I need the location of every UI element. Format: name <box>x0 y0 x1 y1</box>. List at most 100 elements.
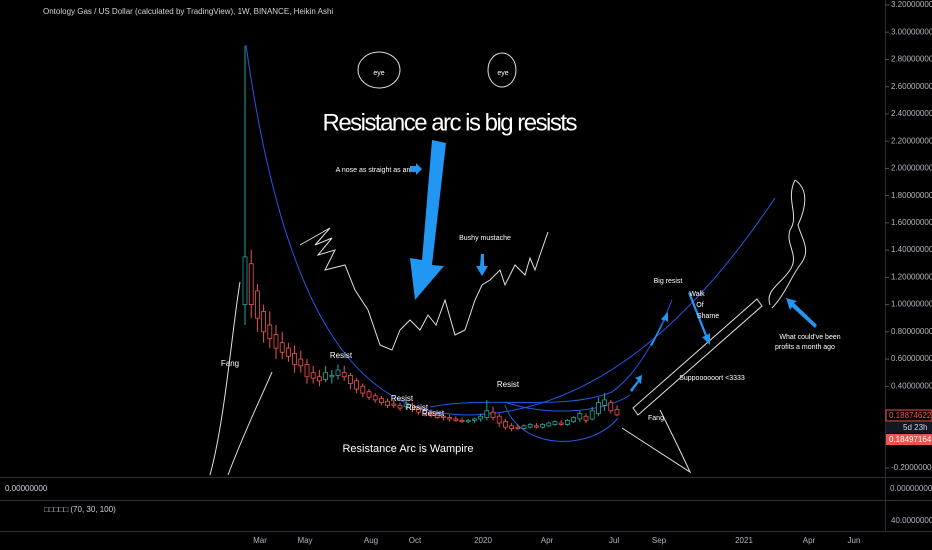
candle-body <box>502 421 508 428</box>
resistance-arc <box>504 404 619 442</box>
x-tick-label: 2021 <box>735 536 753 545</box>
candle-body <box>310 372 316 379</box>
candle-body <box>403 403 409 408</box>
annotation: eye <box>497 70 508 77</box>
annotation: Resist <box>406 403 429 412</box>
annotation: Suppoooooort <3333 <box>679 375 745 382</box>
fang <box>621 409 692 474</box>
annotation: profits a month ago <box>775 344 835 351</box>
arrow <box>630 375 642 392</box>
candle-body <box>292 353 298 365</box>
y-tick-label: 1.60000000 <box>891 218 932 227</box>
candle-body <box>453 418 459 421</box>
candle-body <box>540 424 545 428</box>
arrow <box>650 312 668 346</box>
candle-body <box>409 404 415 410</box>
y-tick-label: 0.60000000 <box>891 354 932 363</box>
arrow <box>410 163 422 175</box>
y-tick-label: 2.20000000 <box>891 136 932 145</box>
y-tick-label: 3.00000000 <box>891 27 932 36</box>
annotation: Fang <box>221 359 239 368</box>
candle-body <box>298 358 304 367</box>
candle-body <box>471 418 477 421</box>
candle-body <box>378 398 384 404</box>
y-tick-label: 2.00000000 <box>891 164 932 173</box>
price-tag <box>885 409 932 422</box>
resistance-arc <box>245 44 776 416</box>
y-tick-label: 1.20000000 <box>891 272 932 281</box>
y-tick-label: 1.80000000 <box>891 191 932 200</box>
candle-body <box>496 415 502 424</box>
x-tick-label: May <box>297 536 312 545</box>
annotation: Walk <box>689 291 705 298</box>
annotation: Resist <box>330 351 353 360</box>
y-tick-label: 2.40000000 <box>891 109 932 118</box>
resistance-arc <box>504 394 631 412</box>
doodles <box>209 51 807 476</box>
arrow <box>786 298 817 328</box>
arrow <box>476 254 488 276</box>
x-tick-label: Jul <box>609 536 619 545</box>
rsi-axis-label: 40.00000000 <box>891 516 932 525</box>
volume-label: 0.00000000 <box>5 484 48 493</box>
support-box <box>632 298 763 416</box>
x-tick-label: Oct <box>409 536 422 545</box>
annotation: Resist <box>422 409 445 418</box>
candle-body <box>248 263 254 305</box>
candle-body <box>366 391 372 398</box>
annotation: eye <box>373 70 384 77</box>
hair <box>768 179 807 309</box>
candle-body <box>422 410 428 414</box>
candle-body <box>267 324 273 340</box>
annotation: Shame <box>697 313 719 320</box>
annotation: Fang <box>648 415 664 422</box>
candle-body <box>372 395 378 401</box>
candle-body <box>428 411 434 416</box>
mustache <box>299 227 549 351</box>
candle-body <box>416 407 422 413</box>
candle-body <box>323 372 329 380</box>
countdown-tag <box>886 422 932 433</box>
candle-body <box>360 385 366 394</box>
candle-body <box>285 347 291 357</box>
candle-body <box>341 372 347 378</box>
candle-body <box>459 419 465 423</box>
price-tag <box>886 434 932 445</box>
candle-body <box>565 419 570 425</box>
candle-body <box>440 415 446 419</box>
arrow <box>410 140 446 300</box>
candle-body <box>546 422 552 427</box>
candle-body <box>490 411 496 419</box>
x-tick-label: Mar <box>253 536 267 545</box>
candle-body <box>354 380 360 390</box>
x-tick-label: 2020 <box>474 536 492 545</box>
chart-title: Ontology Gas / US Dollar (calculated by … <box>43 7 333 16</box>
annotation: A nose as straight as an <box>336 167 411 174</box>
candle-body <box>521 425 527 429</box>
candle-body <box>261 310 267 333</box>
candle-body <box>527 424 533 428</box>
candle-body <box>571 417 576 423</box>
arrows <box>410 140 817 392</box>
candle-body <box>534 425 539 428</box>
annotation: Bushy mustache <box>459 235 511 242</box>
candle-body <box>335 369 341 376</box>
annotation: Resistance arc is big resists <box>323 109 578 136</box>
y-tick-label: 1.00000000 <box>891 300 932 309</box>
y-tick-label: 2.80000000 <box>891 55 932 64</box>
annotation: Big resist <box>654 278 683 285</box>
candle-body <box>608 402 614 412</box>
candle-body <box>254 290 260 319</box>
candle-body <box>385 400 391 406</box>
annotation: What could've been <box>779 334 840 341</box>
candle-body <box>391 403 397 406</box>
candle-body <box>273 334 279 349</box>
y-tick-label: -0.20000000 <box>891 463 932 472</box>
candle-body <box>596 402 601 414</box>
candle-body <box>484 410 490 419</box>
fang <box>209 281 241 476</box>
candle-body <box>279 342 285 353</box>
x-tick-label: Jun <box>848 536 861 545</box>
